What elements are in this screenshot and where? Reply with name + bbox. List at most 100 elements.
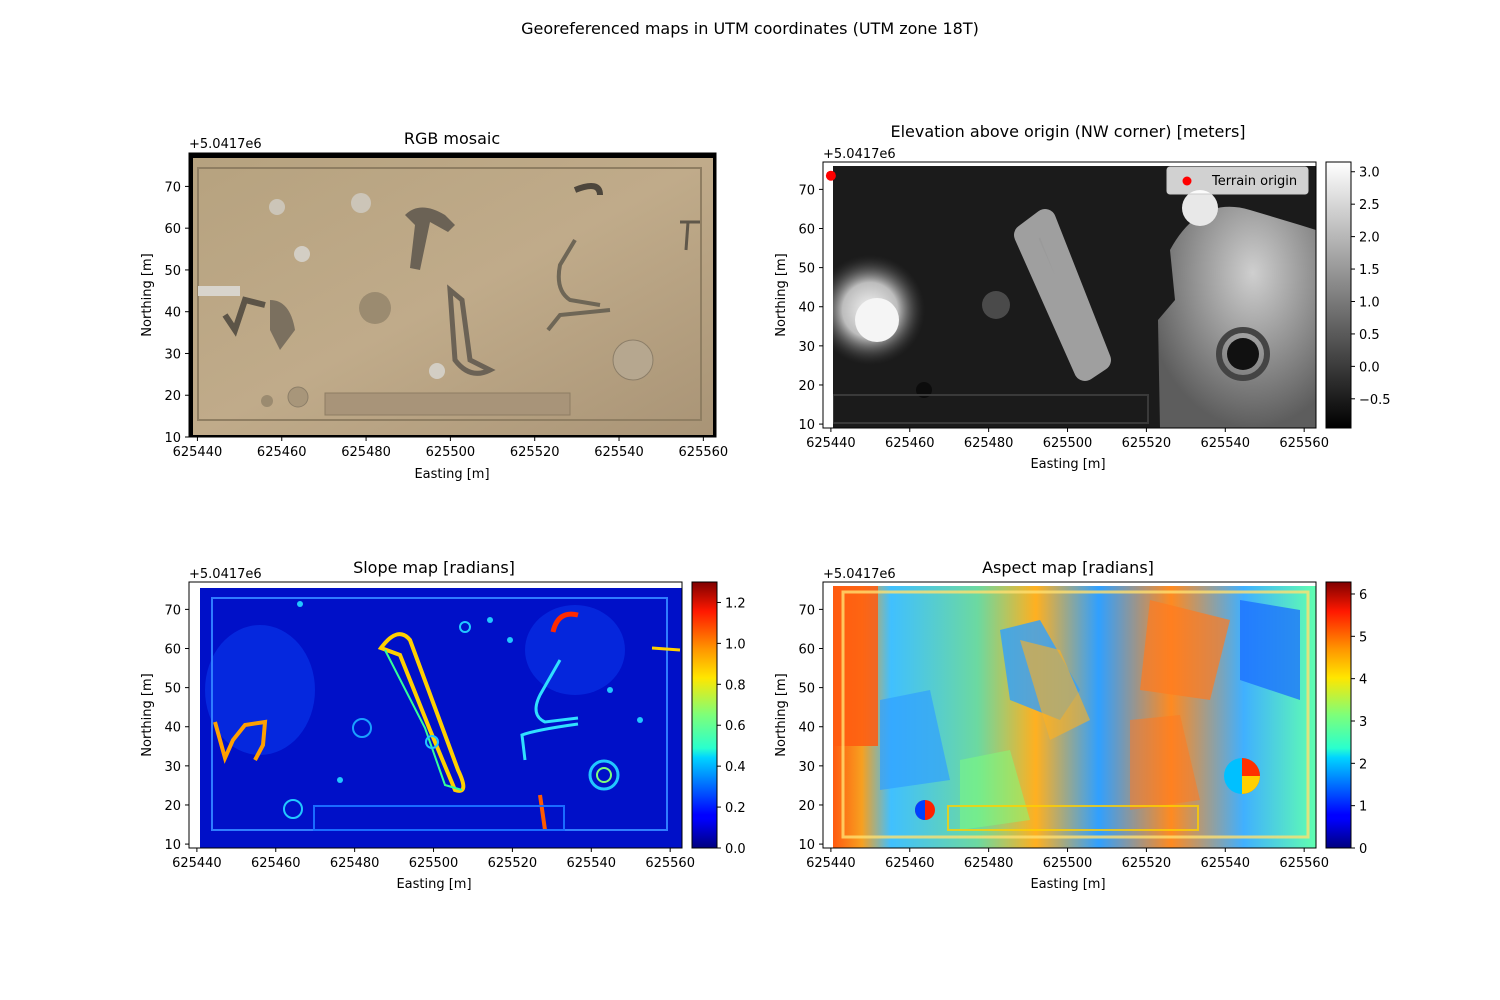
elevation-ytick-label: 10: [798, 418, 815, 433]
rgb-ytick-label: 40: [164, 306, 181, 321]
aspect-ytick-label: 10: [798, 838, 815, 853]
rgb-xtick-label: 625520: [510, 445, 560, 460]
aspect-colorbar: [1325, 581, 1352, 849]
elevation-ytick-label: 40: [798, 301, 815, 316]
elevation-cbar-tick-label: 1.0: [1359, 295, 1380, 310]
slope-colorbar: [691, 581, 718, 849]
slope-xtick-label: 625480: [330, 856, 380, 871]
slope-title: Slope map [radians]: [353, 558, 515, 577]
elevation-ytick-label: 70: [798, 183, 815, 198]
elevation-cbar-tick-label: −0.5: [1359, 393, 1391, 408]
slope-xtick-label: 625520: [488, 856, 538, 871]
slope-cbar-tick-label: 0.6: [725, 719, 746, 734]
aspect-cbar-tick-label: 4: [1359, 673, 1367, 688]
elevation-ytick-label: 60: [798, 223, 815, 238]
elevation-title: Elevation above origin (NW corner) [mete…: [890, 122, 1245, 141]
rgb-xlabel: Easting [m]: [414, 467, 489, 482]
aspect-xtick-label: 625500: [1043, 856, 1093, 871]
slope-xtick-label: 625440: [172, 856, 222, 871]
slope-ytick-label: 60: [164, 643, 181, 658]
rgb-frame: [188, 152, 717, 438]
panel-aspect: Aspect map [radians] +5.0417e6 625440 625…: [774, 558, 1367, 892]
elevation-xtick-label: 625540: [1200, 436, 1250, 451]
elevation-frame: [822, 161, 1317, 429]
rgb-ytick-label: 30: [164, 347, 181, 362]
aspect-ytick-label: 20: [798, 799, 815, 814]
elevation-colorbar-ticks: −0.5 0.0 0.5 1.0 1.5 2.0 2.5 3.0: [1351, 166, 1391, 408]
elevation-xtick-label: 625460: [885, 436, 935, 451]
aspect-ytick-label: 60: [798, 643, 815, 658]
elevation-xtick-label: 625520: [1122, 436, 1172, 451]
aspect-image: [823, 582, 1316, 848]
aspect-xtick-label: 625540: [1200, 856, 1250, 871]
rgb-xtick-label: 625540: [594, 445, 644, 460]
slope-image: [189, 582, 682, 848]
elevation-xlabel: Easting [m]: [1030, 457, 1105, 472]
elevation-colorbar: [1325, 161, 1352, 429]
rgb-ytick-label: 20: [164, 389, 181, 404]
rgb-ytick-label: 70: [164, 180, 181, 195]
aspect-xtick-label: 625480: [964, 856, 1014, 871]
legend-marker: [1182, 176, 1192, 186]
elevation-ylabel: Northing [m]: [774, 253, 789, 336]
aspect-cbar-tick-label: 0: [1359, 842, 1367, 857]
elevation-cbar-tick-label: 2.5: [1359, 198, 1380, 213]
aspect-frame: [822, 581, 1317, 849]
aspect-ytick-label: 70: [798, 603, 815, 618]
elevation-ytick-label: 20: [798, 379, 815, 394]
slope-ytick-label: 70: [164, 603, 181, 618]
elevation-image: [823, 162, 1316, 428]
aspect-cbar-tick-label: 1: [1359, 800, 1367, 815]
aspect-cbar-tick-label: 5: [1359, 630, 1367, 645]
terrain-origin-point: [825, 170, 836, 181]
slope-cbar-tick-label: 0.4: [725, 760, 746, 775]
slope-cbar-tick-label: 0.0: [725, 842, 746, 857]
aspect-title: Aspect map [radians]: [982, 558, 1154, 577]
rgb-xtick-label: 625500: [426, 445, 476, 460]
slope-ytick-label: 20: [164, 799, 181, 814]
aspect-ytick-label: 30: [798, 760, 815, 775]
rgb-xtick-label: 625440: [173, 445, 223, 460]
rgb-xtick-label: 625560: [679, 445, 729, 460]
aspect-xtick-label: 625560: [1279, 856, 1329, 871]
elevation-ytick-label: 50: [798, 262, 815, 277]
elevation-points: [825, 170, 836, 181]
elevation-xtick-label: 625560: [1279, 436, 1329, 451]
slope-ytick-label: 10: [164, 838, 181, 853]
aspect-colorbar-ticks: 0 1 2 3 4 5 6: [1351, 588, 1367, 857]
slope-xtick-label: 625500: [409, 856, 459, 871]
panel-slope: Slope map [radians] +5.0417e6: [140, 558, 746, 892]
slope-y-offset: +5.0417e6: [189, 567, 262, 582]
rgb-ytick-label: 50: [164, 264, 181, 279]
legend-box: [1166, 166, 1309, 195]
slope-xtick-label: 625540: [566, 856, 616, 871]
rgb-ylabel: Northing [m]: [140, 253, 155, 336]
aspect-y-offset: +5.0417e6: [823, 567, 896, 582]
slope-cbar-tick-label: 1.2: [725, 596, 746, 611]
rgb-xtick-label: 625480: [341, 445, 391, 460]
rgb-xtick-label: 625460: [257, 445, 307, 460]
slope-ytick-label: 50: [164, 682, 181, 697]
aspect-xtick-label: 625440: [806, 856, 856, 871]
slope-cbar-tick-label: 1.0: [725, 637, 746, 652]
rgb-ytick-label: 60: [164, 222, 181, 237]
elevation-y-offset: +5.0417e6: [823, 147, 896, 162]
elevation-cbar-tick-label: 1.5: [1359, 263, 1380, 278]
rgb-y-offset: +5.0417e6: [189, 137, 262, 152]
rgb-image: [189, 153, 716, 437]
elevation-legend: Terrain origin: [1166, 166, 1309, 195]
slope-colorbar-ticks: 0.0 0.2 0.4 0.6 0.8 1.0 1.2: [717, 596, 746, 857]
aspect-axes: 625440 625460 625480 625500 625520 625540 6255…: [798, 603, 1329, 871]
slope-xtick-label: 625560: [645, 856, 695, 871]
figure-suptitle: Georeferenced maps in UTM coordinates (U…: [521, 19, 979, 38]
rgb-ytick-label: 10: [164, 431, 181, 446]
aspect-xlabel: Easting [m]: [1030, 877, 1105, 892]
elevation-xtick-label: 625500: [1043, 436, 1093, 451]
aspect-ylabel: Northing [m]: [774, 673, 789, 756]
aspect-xtick-label: 625460: [885, 856, 935, 871]
aspect-cbar-tick-label: 6: [1359, 588, 1367, 603]
slope-ytick-label: 40: [164, 721, 181, 736]
rgb-axes: 625440 625460 625480 625500 625520 625540 6255…: [164, 180, 728, 460]
elevation-cbar-tick-label: 0.0: [1359, 360, 1380, 375]
